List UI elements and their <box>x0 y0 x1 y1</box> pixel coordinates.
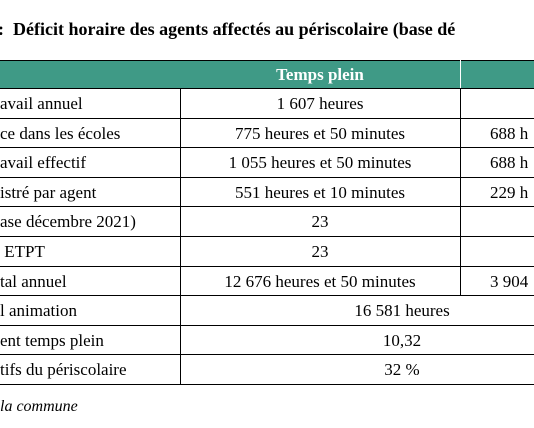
cell: 688 h <box>490 153 529 173</box>
col-border <box>180 206 181 236</box>
row-border <box>0 117 534 119</box>
cell: 32 % <box>384 360 420 380</box>
row-label: avail effectif <box>0 153 87 173</box>
cell: 551 heures et 10 minutes <box>235 182 405 202</box>
footnote: la commune <box>0 398 78 415</box>
row-border <box>0 354 534 356</box>
row-border <box>0 88 534 89</box>
col-border <box>460 88 461 118</box>
cell: 23 <box>311 212 329 232</box>
header-cell: Temps plein <box>276 65 364 84</box>
col-border <box>460 176 461 207</box>
row-label: tifs du périscolaire <box>0 360 127 380</box>
col-border <box>180 147 181 177</box>
row-label: ETPT <box>0 242 45 261</box>
col-border <box>180 265 181 296</box>
cell: 12 676 heures et 50 minutes <box>224 271 416 291</box>
row-border <box>0 60 534 61</box>
col-border <box>180 295 181 325</box>
cell: 1 055 heures et 50 minutes <box>228 153 412 173</box>
row-border <box>0 324 534 326</box>
col-border <box>460 236 461 266</box>
cell: 23 <box>311 242 329 261</box>
row-border <box>0 147 534 149</box>
col-border <box>180 117 181 148</box>
cell: 1 607 heures <box>276 94 364 113</box>
row-label: ce dans les écoles <box>0 123 121 143</box>
row-label: tal annuel <box>0 271 67 291</box>
row-border <box>0 176 534 178</box>
cell: 10,32 <box>382 330 422 350</box>
row-border <box>0 265 534 267</box>
row-label: l animation <box>0 301 77 321</box>
row-border <box>0 295 534 297</box>
cell: 775 heures et 50 minutes <box>235 123 405 143</box>
col-border <box>460 60 461 88</box>
cell: 16 581 heures <box>354 301 450 321</box>
row-label: istré par agent <box>0 182 97 202</box>
col-border <box>460 206 461 236</box>
col-border <box>180 236 181 266</box>
col-border <box>460 117 461 148</box>
col-border <box>180 324 181 355</box>
title: : Déficit horaire des agents affectés au… <box>0 19 456 39</box>
cell: 688 h <box>490 123 529 143</box>
row-label: avail annuel <box>0 94 83 113</box>
row-border <box>0 384 534 385</box>
cell: 229 h <box>490 182 529 202</box>
row-border <box>0 206 534 208</box>
col-border <box>180 176 181 207</box>
col-border <box>180 354 181 384</box>
col-border <box>180 88 181 118</box>
row-label: ase décembre 2021) <box>0 212 136 232</box>
col-border <box>460 147 461 177</box>
row-border <box>0 236 534 237</box>
header-bg <box>0 60 534 88</box>
col-border <box>460 265 461 296</box>
row-label: ent temps plein <box>0 330 104 350</box>
cell: 3 904 <box>490 271 529 291</box>
